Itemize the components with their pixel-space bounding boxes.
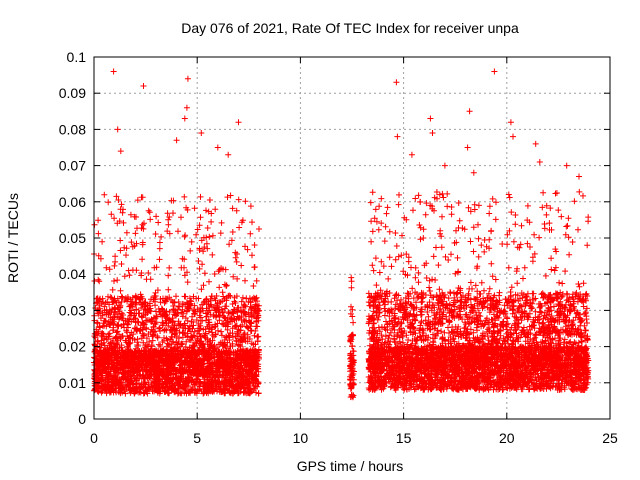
x-tick-label: 0 — [90, 430, 98, 446]
y-axis-label: ROTI / TECUs — [5, 193, 21, 283]
data-points — [91, 68, 592, 401]
scatter-points — [91, 68, 592, 401]
y-tick-label: 0.06 — [59, 194, 86, 210]
y-tick-label: 0.05 — [59, 230, 86, 246]
x-tick-label: 20 — [499, 430, 515, 446]
y-tick-label: 0.01 — [59, 375, 86, 391]
y-tick-label: 0.1 — [67, 49, 87, 65]
y-tick-label: 0.08 — [59, 121, 86, 137]
x-tick-label: 25 — [602, 430, 618, 446]
x-tick-label: 15 — [396, 430, 412, 446]
y-tick-label: 0.09 — [59, 85, 86, 101]
y-tick-label: 0.07 — [59, 158, 86, 174]
y-tick-label: 0.04 — [59, 266, 86, 282]
y-tick-label: 0 — [78, 411, 86, 427]
y-tick-label: 0.03 — [59, 302, 86, 318]
ticks: 0 0.01 0.02 0.03 0.04 0.05 0.06 0.07 0.08 0.09 0.1… — [59, 49, 618, 446]
x-axis-label: GPS time / hours — [297, 458, 404, 474]
y-tick-label: 0.02 — [59, 339, 86, 355]
x-tick-label: 10 — [293, 430, 309, 446]
chart-title: Day 076 of 2021, Rate Of TEC Index for r… — [181, 20, 519, 36]
x-tick-label: 5 — [193, 430, 201, 446]
